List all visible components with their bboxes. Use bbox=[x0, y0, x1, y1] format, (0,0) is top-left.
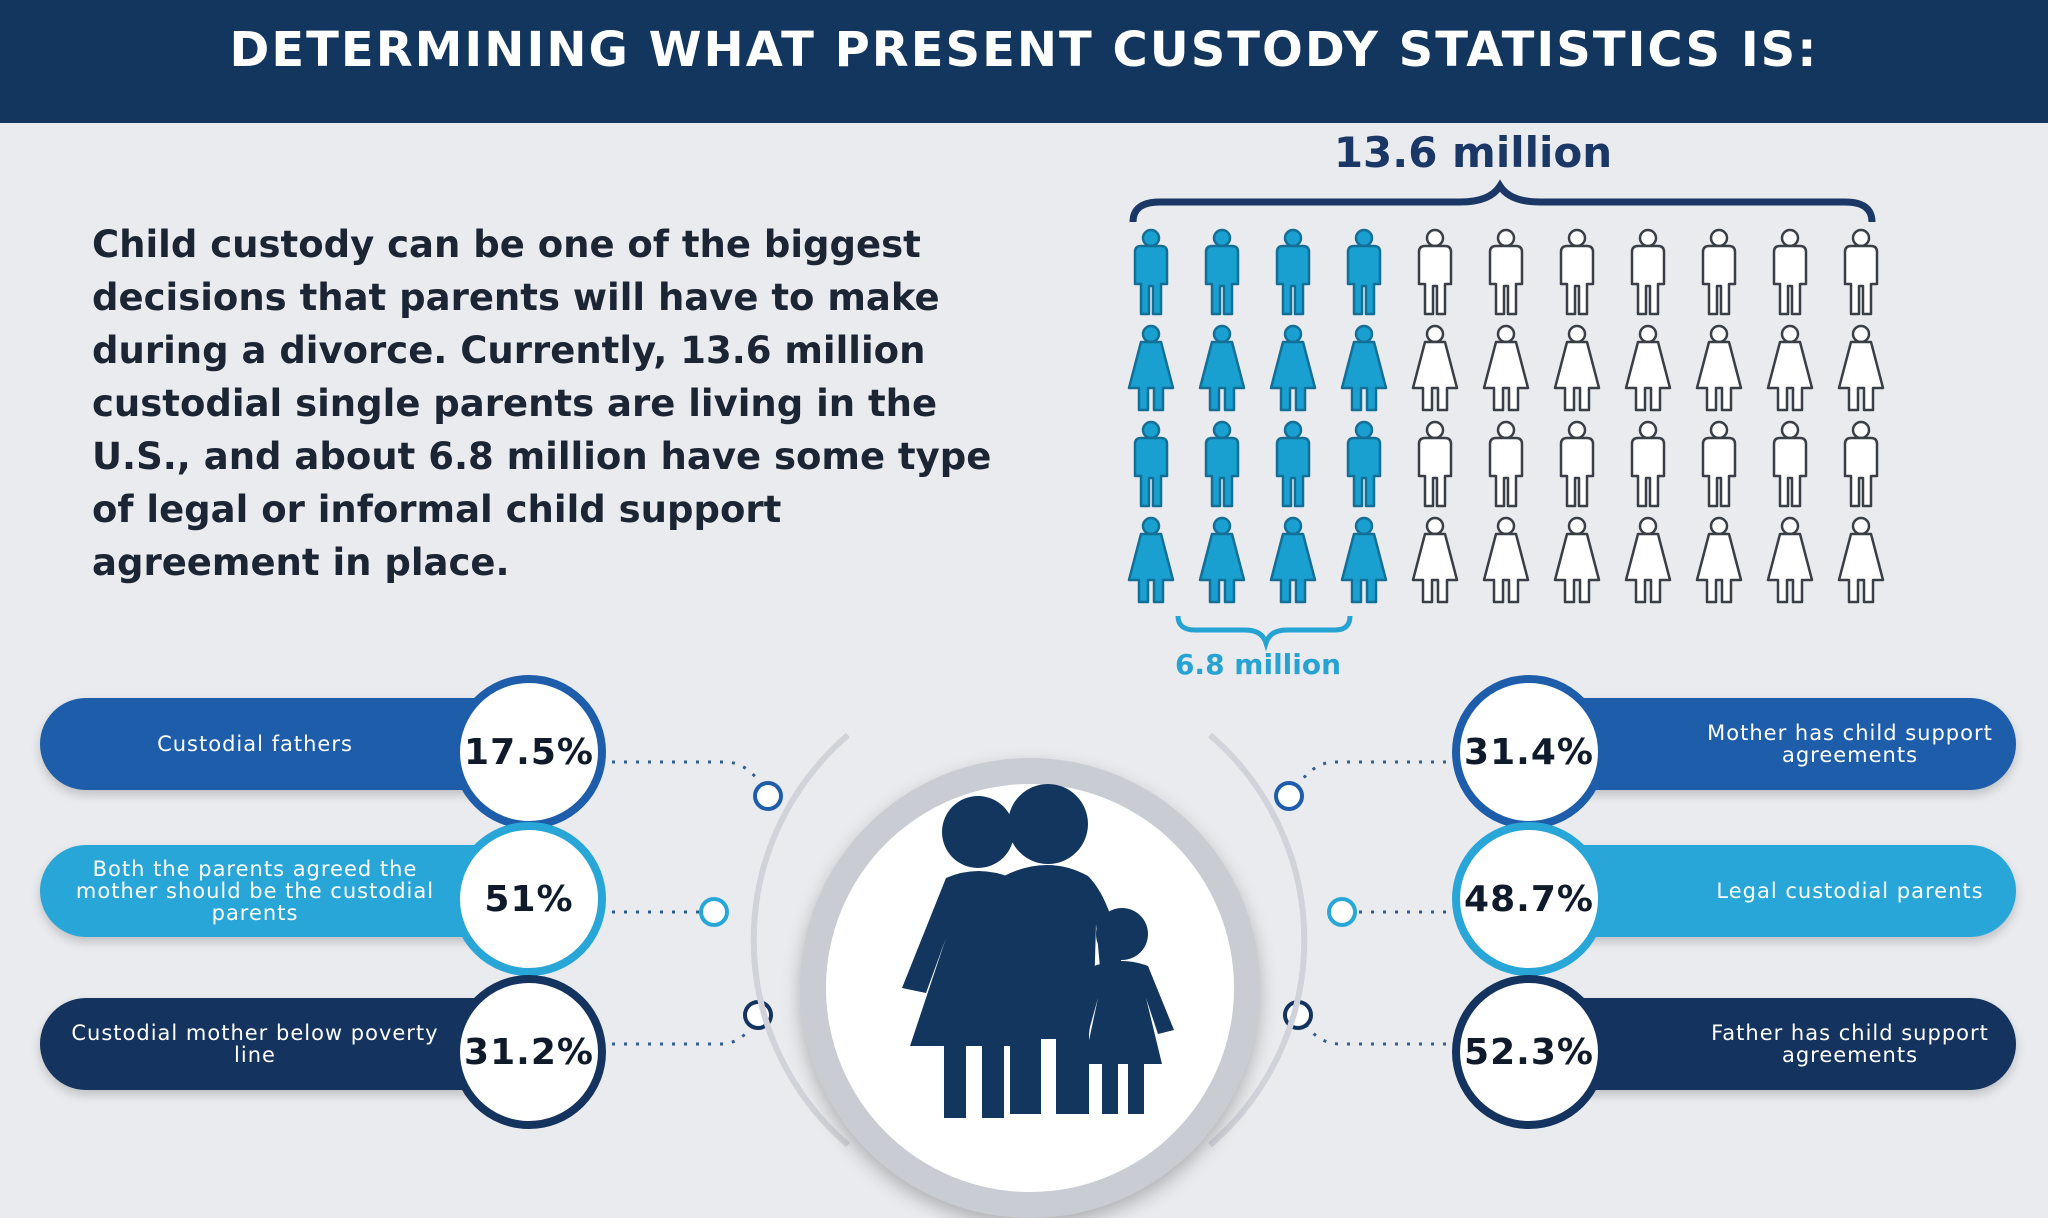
female-person-icon bbox=[1340, 516, 1388, 604]
stat-label: Father has child support agreements bbox=[1711, 1021, 1989, 1067]
stat-label: Custodial fathers bbox=[157, 732, 353, 756]
female-person-icon bbox=[1624, 324, 1672, 412]
total-parents-label: 13.6 million bbox=[1333, 128, 1613, 177]
stat-value: 48.7% bbox=[1452, 822, 1606, 976]
female-person-icon bbox=[1340, 324, 1388, 412]
male-person-icon bbox=[1488, 228, 1524, 316]
arc-right bbox=[1208, 732, 1308, 1148]
stat-value: 17.5% bbox=[452, 675, 606, 829]
family-icon bbox=[902, 784, 1174, 1118]
female-person-icon bbox=[1766, 324, 1814, 412]
stat-value: 31.4% bbox=[1452, 675, 1606, 829]
female-person-icon bbox=[1482, 516, 1530, 604]
connector-lines bbox=[600, 732, 1458, 1148]
male-person-icon bbox=[1630, 420, 1666, 508]
stat-label: Custodial mother below poverty line bbox=[71, 1021, 439, 1067]
braces bbox=[1129, 179, 1876, 652]
male-person-icon bbox=[1559, 228, 1595, 316]
connector-left-3 bbox=[600, 1014, 760, 1046]
subset-brace bbox=[1175, 615, 1353, 652]
male-person-icon bbox=[1275, 420, 1311, 508]
people-pictograph bbox=[1127, 228, 1885, 604]
female-person-icon bbox=[1127, 324, 1175, 412]
male-person-icon bbox=[1559, 420, 1595, 508]
male-person-icon bbox=[1275, 228, 1311, 316]
node-right-2 bbox=[1327, 897, 1357, 927]
female-person-icon bbox=[1553, 516, 1601, 604]
stat-father-support: 52.3% Father has child support agreement… bbox=[1452, 975, 2016, 1129]
outer-arcs bbox=[750, 732, 1308, 1148]
female-person-icon bbox=[1695, 516, 1743, 604]
male-person-icon bbox=[1417, 420, 1453, 508]
female-person-icon bbox=[1837, 324, 1885, 412]
page-title: DETERMINING WHAT PRESENT CUSTODY STATIST… bbox=[229, 22, 1819, 78]
stat-legal-custodial: 48.7% Legal custodial parents bbox=[1452, 822, 2016, 976]
stat-custodial-fathers: Custodial fathers 17.5% bbox=[40, 675, 606, 829]
male-person-icon bbox=[1346, 228, 1382, 316]
stat-label: Legal custodial parents bbox=[1716, 879, 1984, 903]
female-person-icon bbox=[1269, 324, 1317, 412]
female-person-icon bbox=[1766, 516, 1814, 604]
connector-right-3 bbox=[1298, 1014, 1458, 1046]
female-person-icon bbox=[1198, 324, 1246, 412]
node-left-1 bbox=[753, 781, 783, 811]
male-person-icon bbox=[1843, 228, 1879, 316]
male-person-icon bbox=[1630, 228, 1666, 316]
male-person-icon bbox=[1133, 228, 1169, 316]
male-person-icon bbox=[1417, 228, 1453, 316]
male-person-icon bbox=[1488, 420, 1524, 508]
connector-right-1 bbox=[1290, 760, 1458, 796]
female-person-icon bbox=[1837, 516, 1885, 604]
left-connectors bbox=[600, 760, 770, 1046]
subset-parents-label: 6.8 million bbox=[1174, 648, 1342, 681]
stat-label: Mother has child support agreements bbox=[1707, 721, 1993, 767]
male-person-icon bbox=[1701, 420, 1737, 508]
connector-left-1 bbox=[600, 760, 770, 796]
male-person-icon bbox=[1701, 228, 1737, 316]
arc-left bbox=[750, 732, 850, 1148]
right-connectors bbox=[1290, 760, 1458, 1046]
female-person-icon bbox=[1553, 324, 1601, 412]
total-brace bbox=[1129, 179, 1876, 223]
female-person-icon bbox=[1127, 516, 1175, 604]
intro-paragraph: Child custody can be one of the biggest … bbox=[92, 223, 992, 584]
stat-parents-agreed: Both the parents agreed the mother shoul… bbox=[40, 822, 606, 976]
male-person-icon bbox=[1772, 228, 1808, 316]
female-person-icon bbox=[1198, 516, 1246, 604]
female-person-icon bbox=[1411, 516, 1459, 604]
male-person-icon bbox=[1204, 228, 1240, 316]
female-person-icon bbox=[1269, 516, 1317, 604]
male-person-icon bbox=[1204, 420, 1240, 508]
stat-mother-poverty: Custodial mother below poverty line 31.2… bbox=[40, 975, 606, 1129]
node-left-2 bbox=[699, 897, 729, 927]
female-person-icon bbox=[1482, 324, 1530, 412]
male-person-icon bbox=[1133, 420, 1169, 508]
node-right-1 bbox=[1274, 781, 1304, 811]
stat-value: 52.3% bbox=[1452, 975, 1606, 1129]
female-person-icon bbox=[1411, 324, 1459, 412]
female-person-icon bbox=[1695, 324, 1743, 412]
stat-value: 31.2% bbox=[452, 975, 606, 1129]
male-person-icon bbox=[1346, 420, 1382, 508]
header-banner: DETERMINING WHAT PRESENT CUSTODY STATIST… bbox=[0, 0, 2048, 123]
stat-mother-support: 31.4% Mother has child support agreement… bbox=[1452, 675, 2016, 829]
female-person-icon bbox=[1624, 516, 1672, 604]
male-person-icon bbox=[1843, 420, 1879, 508]
stat-label: Both the parents agreed the mother shoul… bbox=[75, 857, 435, 925]
stat-value: 51% bbox=[452, 822, 606, 976]
male-person-icon bbox=[1772, 420, 1808, 508]
center-inner-circle bbox=[826, 784, 1234, 1192]
